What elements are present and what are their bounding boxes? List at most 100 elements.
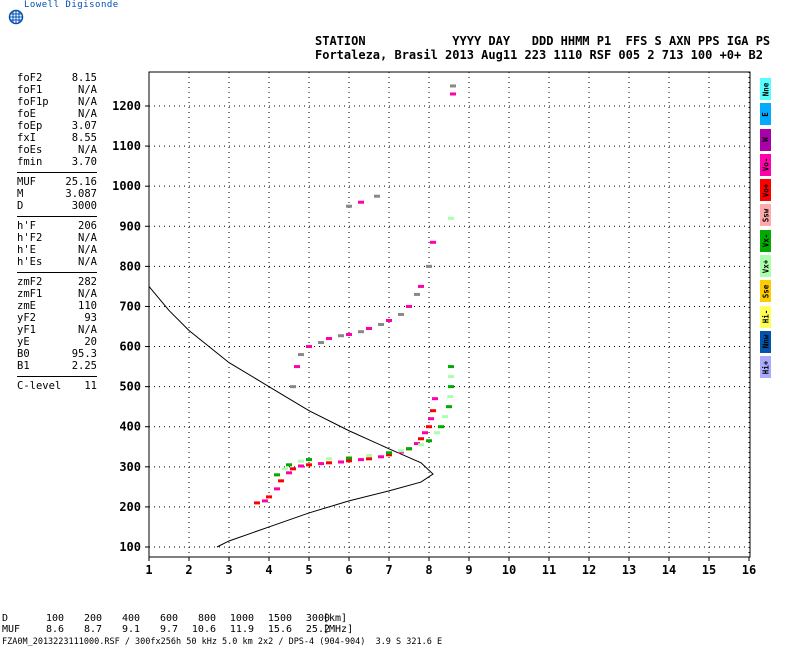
param-label: h'F2 bbox=[17, 232, 43, 244]
y-tick-label: 1000 bbox=[112, 179, 141, 193]
echo-point-second-hop bbox=[294, 365, 300, 369]
param-row: zmE 110 bbox=[17, 300, 97, 312]
y-tick-label: 100 bbox=[119, 540, 141, 554]
row-value: 1000 bbox=[229, 613, 254, 624]
echo-point-second-hop bbox=[418, 284, 424, 288]
legend-item-ssw: Ssw bbox=[760, 204, 771, 227]
echo-point-X-trace bbox=[438, 425, 444, 429]
param-row: h'F 206 bbox=[17, 220, 97, 232]
echo-point-O-trace bbox=[346, 459, 352, 463]
header-line-2: Fortaleza, Brasil 2013 Aug11 223 1110 RS… bbox=[315, 48, 763, 62]
legend-label: Sse bbox=[761, 284, 771, 299]
echo-point-O-trace bbox=[290, 467, 296, 471]
echo-point-O-trace bbox=[298, 464, 304, 468]
param-label: B0 bbox=[17, 348, 30, 360]
echo-point-X-trace bbox=[448, 375, 454, 379]
legend-label: Hi+ bbox=[761, 360, 771, 375]
y-tick-label: 1200 bbox=[112, 99, 141, 113]
legend-item-himinus: Hi- bbox=[760, 305, 771, 328]
row-value: 100 bbox=[45, 613, 64, 624]
y-tick-label: 200 bbox=[119, 500, 141, 514]
row-value: 9.1 bbox=[121, 624, 140, 635]
echo-point-X-trace bbox=[448, 385, 454, 389]
param-label: fmin bbox=[17, 156, 43, 168]
echo-point-second-hop bbox=[414, 292, 420, 296]
echo-point-O-trace bbox=[338, 460, 344, 464]
param-value: N/A bbox=[78, 232, 97, 244]
param-row: M 3.087 bbox=[17, 188, 97, 200]
legend-label: E bbox=[760, 112, 770, 117]
echo-point-O-trace bbox=[366, 457, 372, 461]
param-row: foEp 3.07 bbox=[17, 120, 97, 132]
echo-point-X-trace bbox=[434, 431, 440, 435]
echo-point-second-hop bbox=[358, 200, 364, 204]
echo-point-second-hop bbox=[426, 264, 432, 268]
param-value: 3.087 bbox=[65, 188, 97, 200]
param-value: 2.25 bbox=[71, 360, 97, 372]
param-label: M bbox=[17, 188, 24, 200]
ionogram-chart: 1 2 3 4 5 6 7 8 9 10 11 12 13 14 15 1610020030040050060… bbox=[112, 71, 756, 577]
x-tick-label: 1 bbox=[145, 563, 152, 577]
echo-point-X-trace bbox=[418, 443, 424, 447]
param-value: 8.55 bbox=[71, 132, 97, 144]
echo-point-second-hop bbox=[406, 304, 412, 308]
polarization-legend: Nne E W Vo- Vo+ Ssw Vx- Vx+ Sse Hi- Nnw Hi+ bbox=[760, 78, 771, 382]
echo-point-second-hop bbox=[346, 333, 352, 337]
echo-point-X-trace bbox=[282, 467, 288, 471]
row-value: 1500 bbox=[267, 613, 292, 624]
row-value: 8.6 bbox=[45, 624, 64, 635]
echo-point-second-hop bbox=[298, 353, 304, 357]
param-label: B1 bbox=[17, 360, 30, 372]
echo-point-second-hop bbox=[326, 337, 332, 341]
echo-point-X-trace bbox=[446, 405, 452, 409]
echo-point-second-hop bbox=[358, 330, 364, 334]
param-row: foF2 8.15 bbox=[17, 72, 97, 84]
row-label: MUF bbox=[2, 624, 21, 635]
x-tick-label: 11 bbox=[542, 563, 556, 577]
legend-label: Hi- bbox=[761, 309, 771, 324]
param-value: N/A bbox=[78, 96, 97, 108]
param-label: h'F bbox=[17, 220, 36, 232]
echo-point-second-hop bbox=[306, 345, 312, 349]
echo-point-second-hop bbox=[366, 327, 372, 331]
x-tick-label: 14 bbox=[662, 563, 676, 577]
y-tick-label: 900 bbox=[119, 219, 141, 233]
x-tick-label: 16 bbox=[742, 563, 756, 577]
param-row: zmF2 282 bbox=[17, 276, 97, 288]
y-tick-label: 800 bbox=[119, 259, 141, 273]
legend-item-w: W bbox=[760, 128, 771, 151]
param-label: yE bbox=[17, 336, 30, 348]
param-value: 3000 bbox=[71, 200, 97, 212]
echo-point-O-trace bbox=[358, 458, 364, 462]
separator bbox=[17, 272, 97, 273]
param-row: yE 20 bbox=[17, 336, 97, 348]
echo-point-X-trace bbox=[346, 456, 352, 460]
row-value: 9.7 bbox=[159, 624, 178, 635]
echo-point-second-hop bbox=[374, 194, 380, 198]
legend-label: Nnw bbox=[761, 335, 771, 349]
echo-point-O-trace bbox=[266, 495, 272, 499]
param-value: N/A bbox=[78, 288, 97, 300]
row-value: 600 bbox=[159, 613, 178, 624]
legend-label: Vo+ bbox=[761, 183, 771, 197]
param-row: foE N/A bbox=[17, 108, 97, 120]
param-row: zmF1 N/A bbox=[17, 288, 97, 300]
echo-point-O-trace bbox=[418, 437, 424, 441]
echo-point-X-trace bbox=[326, 457, 332, 461]
separator bbox=[17, 216, 97, 217]
echo-point-O-trace bbox=[318, 462, 324, 466]
echo-point-O-trace bbox=[422, 431, 428, 435]
x-tick-label: 6 bbox=[345, 563, 352, 577]
param-value: 3.70 bbox=[71, 156, 97, 168]
legend-item-nnw: Nnw bbox=[760, 330, 771, 353]
parameters-panel: foF2 8.15 foF1 N/A foF1p N/A foE N/A foEp 3.07 fxI… bbox=[17, 72, 97, 392]
param-label: D bbox=[17, 200, 24, 212]
file-info-footer: FZA0M_2013223111000.RSF / 300fx256h 50 k… bbox=[2, 637, 443, 647]
legend-label: W bbox=[760, 137, 770, 142]
param-row: fxI 8.55 bbox=[17, 132, 97, 144]
echo-point-second-hop bbox=[318, 341, 324, 345]
param-label: h'E bbox=[17, 244, 36, 256]
logo-text: Lowell Digisonde bbox=[24, 0, 119, 10]
echo-point-O-trace bbox=[262, 499, 268, 503]
row-value: 25.2 bbox=[305, 624, 330, 635]
